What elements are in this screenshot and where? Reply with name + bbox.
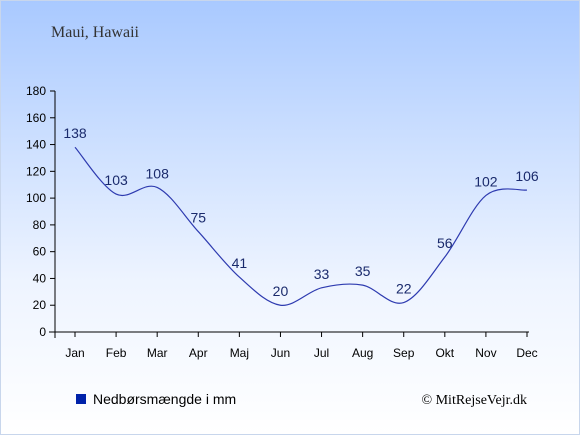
legend-label: Nedbørsmængde i mm: [93, 391, 236, 407]
data-label: 103: [104, 172, 128, 188]
data-label: 33: [314, 266, 330, 282]
x-tick-label: Maj: [230, 346, 249, 360]
series-line: [74, 146, 528, 306]
data-label: 20: [273, 283, 289, 299]
y-tick-label: 0: [39, 325, 46, 339]
x-tick-label: Aug: [352, 346, 373, 360]
data-label: 106: [515, 168, 539, 184]
y-tick-label: 40: [33, 271, 47, 285]
x-tick-label: Nov: [475, 346, 496, 360]
x-tick-label: Okt: [435, 346, 454, 360]
legend-swatch: [76, 394, 86, 404]
series-layer: [74, 146, 528, 306]
data-label: 102: [474, 173, 498, 189]
y-tick-label: 160: [26, 111, 46, 125]
x-tick-label: Jun: [271, 346, 290, 360]
y-tick-label: 120: [26, 164, 46, 178]
data-label: 41: [232, 255, 248, 271]
x-tick-label: Mar: [147, 346, 168, 360]
data-label: 75: [190, 210, 206, 226]
data-label: 56: [437, 235, 453, 251]
y-tick-label: 60: [33, 245, 47, 259]
location-title: Maui, Hawaii: [51, 24, 140, 41]
data-labels: 138 103 108 75 41 20 33 35 22 56 102 106: [63, 125, 539, 299]
data-label: 22: [396, 281, 412, 297]
data-label: 138: [63, 125, 87, 141]
data-label: 35: [355, 263, 371, 279]
y-tick-label: 100: [26, 191, 46, 205]
y-tick-label: 20: [33, 298, 47, 312]
x-tick-label: Apr: [189, 346, 208, 360]
x-tick-label: Feb: [106, 346, 127, 360]
x-tick-label: Jan: [65, 346, 84, 360]
x-tick-label: Jul: [314, 346, 329, 360]
credit-text: © MitRejseVejr.dk: [421, 393, 527, 408]
data-label: 108: [146, 165, 170, 181]
axes: 0 20 40 60 80 100 120 140 160 180 Jan Feb Mar Apr Maj J…: [26, 84, 538, 360]
x-tick-label: Sep: [393, 346, 415, 360]
y-tick-label: 140: [26, 138, 46, 152]
y-tick-label: 180: [26, 84, 46, 98]
x-tick-label: Dec: [516, 346, 537, 360]
y-tick-label: 80: [33, 218, 47, 232]
